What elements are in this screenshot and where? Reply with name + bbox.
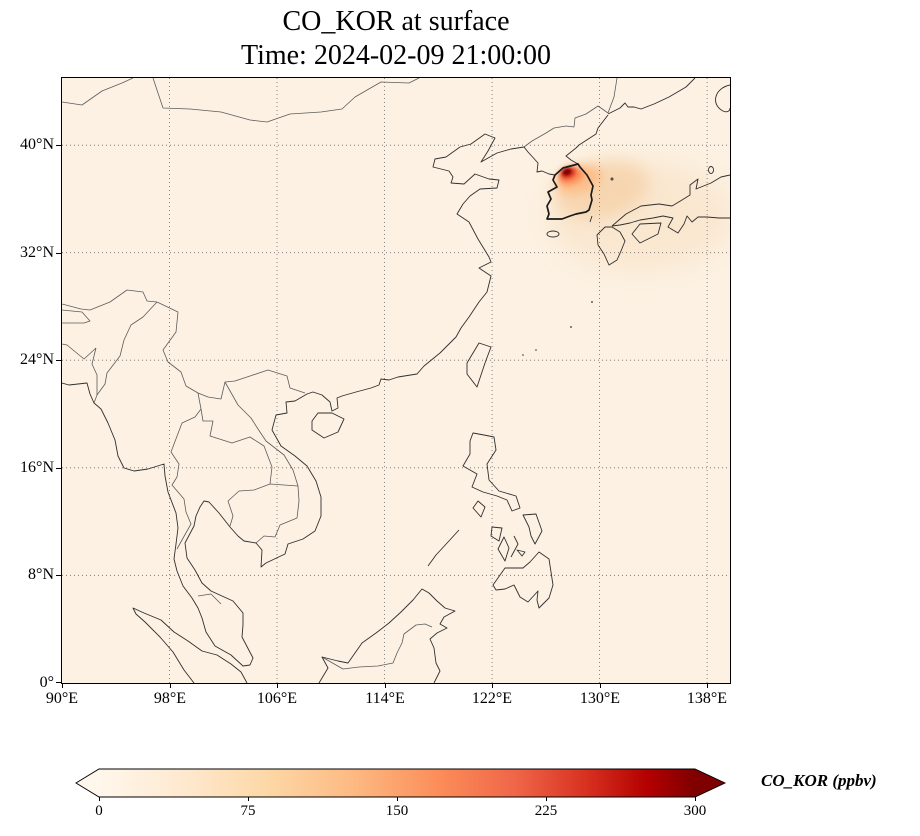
x-axis-tick-label: 138°E (686, 690, 728, 707)
x-axis-tick-label: 130°E (579, 690, 621, 707)
axis-tick-mark (56, 682, 61, 683)
x-axis-tick-label: 90°E (45, 690, 79, 707)
axis-tick-mark (56, 253, 61, 254)
y-axis-tick-label: 0° (39, 674, 54, 691)
figure-title: CO_KOR at surface (282, 6, 510, 37)
axis-tick-mark (56, 360, 61, 361)
axis-tick-mark (492, 683, 493, 688)
colorbar (75, 768, 727, 798)
co-hotspot (562, 168, 572, 176)
axis-tick-mark (707, 683, 708, 688)
axis-tick-mark (600, 683, 601, 688)
colorbar-tick-label: 150 (385, 803, 409, 819)
coastlines-layer (62, 78, 730, 683)
axis-tick-mark (56, 145, 61, 146)
colorbar-tick-mark (695, 797, 696, 801)
x-axis-tick-label: 106°E (256, 690, 298, 707)
y-axis-tick-label: 32°N (20, 244, 54, 261)
colorbar-tick-mark (546, 797, 547, 801)
x-axis-tick-label: 122°E (471, 690, 513, 707)
axis-tick-mark (62, 683, 63, 688)
map-canvas (62, 78, 730, 683)
axis-tick-mark (277, 683, 278, 688)
colorbar-tick-label: 225 (534, 803, 558, 819)
axis-tick-mark (385, 683, 386, 688)
colorbar-tick-mark (99, 797, 100, 801)
axis-tick-mark (170, 683, 171, 688)
south-korea-outline (546, 163, 594, 220)
colorbar-tick-label: 300 (683, 803, 707, 819)
borders-layer (62, 78, 618, 670)
y-axis-tick-label: 16°N (20, 459, 54, 476)
x-axis-tick-label: 98°E (153, 690, 187, 707)
colorbar-label: CO_KOR (ppbv) (761, 771, 877, 790)
co-plume (548, 160, 730, 271)
map-plot (61, 77, 731, 684)
colorbar-tick-mark (248, 797, 249, 801)
figure-subtitle: Time: 2024-02-09 21:00:00 (240, 40, 552, 71)
colorbar-tick-label: 0 (95, 803, 103, 819)
graticule (62, 78, 730, 683)
x-axis-tick-label: 114°E (365, 690, 405, 707)
colorbar-gradient (75, 768, 727, 798)
colorbar-tick-label: 75 (240, 803, 256, 819)
title-block: CO_KOR at surface Time: 2024-02-09 21:00… (62, 5, 730, 73)
y-axis-tick-label: 24°N (20, 351, 54, 368)
y-axis-tick-label: 8°N (28, 566, 54, 583)
y-axis-tick-label: 40°N (20, 136, 54, 153)
axis-tick-mark (56, 468, 61, 469)
axis-tick-mark (56, 575, 61, 576)
colorbar-tick-mark (397, 797, 398, 801)
